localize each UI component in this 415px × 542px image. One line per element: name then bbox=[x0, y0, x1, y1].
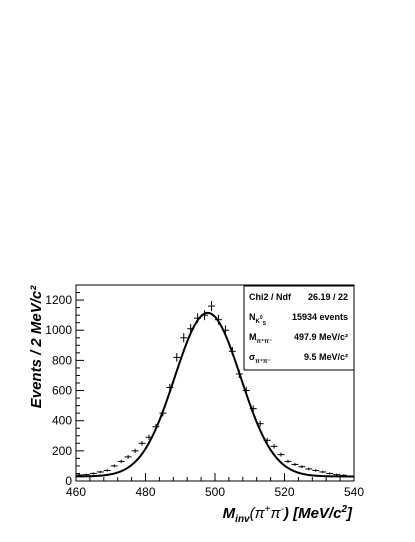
data-point bbox=[82, 473, 90, 476]
x-tick-label: 500 bbox=[205, 485, 225, 499]
data-point bbox=[110, 464, 118, 468]
stats-value: 9.5 MeV/c² bbox=[304, 352, 348, 362]
x-tick-label: 460 bbox=[66, 485, 86, 499]
stats-label: NK0S bbox=[249, 312, 267, 327]
data-point bbox=[215, 314, 222, 325]
stats-value: 497.9 MeV/c² bbox=[294, 332, 348, 342]
data-point bbox=[347, 475, 354, 478]
data-point bbox=[284, 459, 292, 464]
data-point bbox=[298, 465, 306, 469]
data-point bbox=[76, 474, 83, 476]
data-point bbox=[333, 473, 341, 476]
data-point bbox=[228, 346, 236, 356]
stats-label: σπ⁺π⁻ bbox=[249, 352, 271, 365]
data-point bbox=[201, 310, 209, 321]
data-point bbox=[103, 469, 111, 472]
y-tick-label: 200 bbox=[52, 444, 72, 458]
data-point bbox=[166, 383, 174, 392]
x-tick-label: 520 bbox=[274, 485, 294, 499]
data-point bbox=[221, 325, 229, 335]
data-point bbox=[242, 386, 250, 395]
data-point bbox=[235, 369, 243, 378]
data-point bbox=[326, 472, 334, 475]
data-point bbox=[249, 405, 257, 412]
stats-value: 15934 events bbox=[292, 312, 348, 322]
y-tick-label: 600 bbox=[52, 384, 72, 398]
data-point bbox=[145, 434, 153, 440]
x-tick-label: 540 bbox=[344, 485, 364, 499]
data-point bbox=[187, 323, 195, 334]
data-point bbox=[117, 459, 125, 464]
data-point bbox=[305, 467, 313, 471]
data-point bbox=[96, 470, 104, 474]
data-point bbox=[208, 300, 215, 312]
stats-value: 26.19 / 22 bbox=[308, 292, 348, 302]
stats-box bbox=[243, 285, 355, 371]
data-point bbox=[194, 313, 202, 324]
data-point bbox=[312, 469, 320, 472]
data-point bbox=[263, 437, 271, 443]
data-point bbox=[159, 409, 167, 417]
y-tick-label: 0 bbox=[65, 474, 72, 488]
stats-label: Chi2 / Ndf bbox=[249, 292, 292, 302]
data-point bbox=[291, 462, 299, 466]
data-point bbox=[277, 452, 285, 457]
stats-label: Mπ⁺π⁻ bbox=[249, 332, 272, 345]
data-point bbox=[173, 353, 181, 362]
data-point bbox=[319, 470, 327, 474]
plot-area: 460 480 500 520 540 0 200 400 600 800 1000 1200Even… bbox=[28, 284, 364, 525]
x-axis-title: Minv(π+π-) [MeV/c2] bbox=[223, 504, 353, 525]
x-tick-label: 480 bbox=[135, 485, 155, 499]
data-point bbox=[180, 333, 188, 343]
data-point bbox=[131, 448, 139, 453]
y-tick-label: 400 bbox=[52, 414, 72, 428]
y-tick-label: 1000 bbox=[45, 323, 72, 337]
y-tick-label: 800 bbox=[52, 353, 72, 367]
fit-curve bbox=[75, 311, 354, 478]
data-point bbox=[138, 440, 146, 446]
data-point bbox=[89, 472, 97, 475]
y-tick-label: 1200 bbox=[45, 293, 72, 307]
data-point bbox=[256, 420, 264, 427]
data-point bbox=[270, 444, 278, 449]
data-point bbox=[124, 454, 132, 459]
data-point bbox=[152, 423, 160, 430]
y-axis-title: Events / 2 MeV/c² bbox=[28, 285, 45, 409]
data-point bbox=[340, 474, 348, 477]
